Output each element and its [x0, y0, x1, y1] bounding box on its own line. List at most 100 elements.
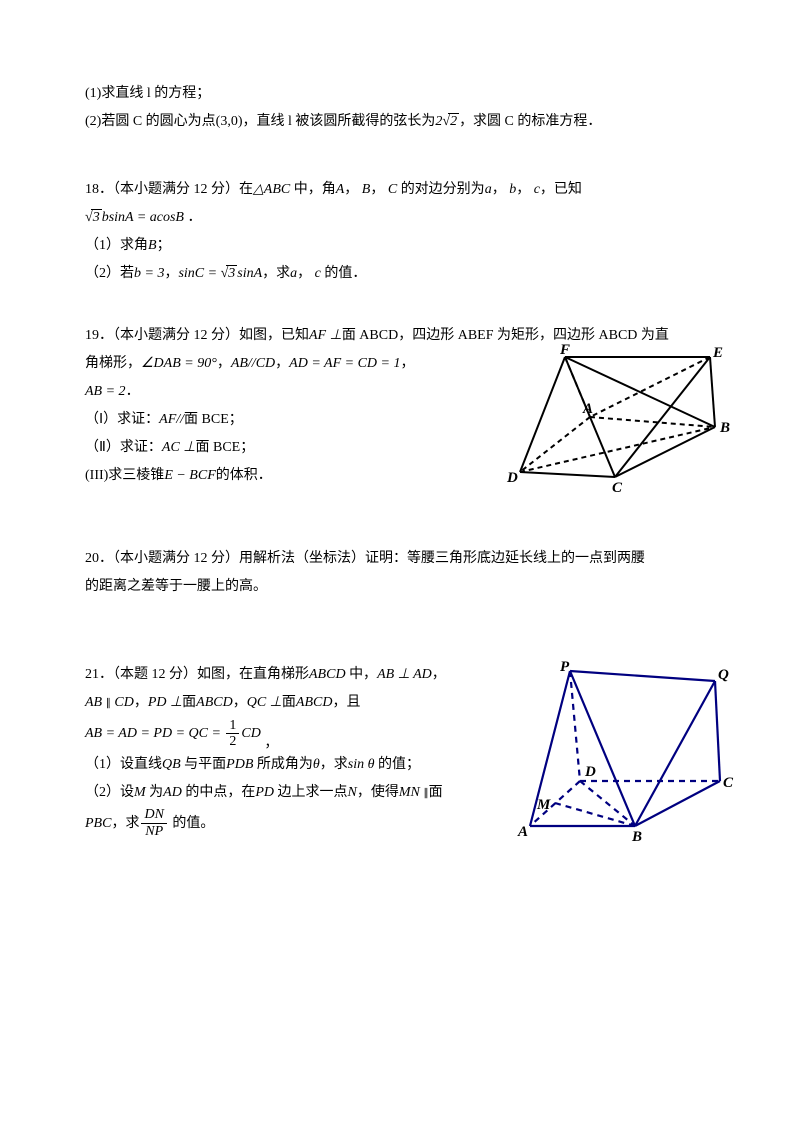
eq: PBC — [85, 816, 111, 831]
t: 的对边分别为 — [397, 182, 485, 197]
eq: sin θ — [348, 757, 375, 772]
eq: AB — [85, 695, 106, 710]
label-B: B — [631, 829, 642, 841]
t: （2）设 — [85, 785, 134, 800]
t: ， — [432, 667, 446, 682]
eq: sinC = — [178, 266, 220, 281]
t: ，求 — [262, 266, 290, 281]
t: 中， — [346, 667, 378, 682]
t: （2）若 — [85, 266, 134, 281]
q18: 18．（本小题满分 12 分）在△ABC 中，角A， B， C 的对边分别为a，… — [85, 176, 715, 288]
t: （1）设直线 — [85, 757, 162, 772]
q18-p2: （2）若b = 3，sinC = √3sinA，求a， c 的值． — [85, 260, 715, 288]
t: ， — [492, 182, 506, 197]
eq: AB//CD — [231, 356, 275, 371]
t: 的值。 — [169, 816, 215, 831]
eq: M — [134, 785, 146, 800]
eq: AB = AD = PD = QC = — [85, 726, 224, 741]
t: 18．（本小题满分 12 分）在 — [85, 182, 253, 197]
t: 角梯形， — [85, 356, 141, 371]
radicand: 2 — [448, 113, 459, 129]
eq: bsinA = acosB — [102, 210, 184, 225]
t: 边上求一点 — [274, 785, 348, 800]
t: ， — [164, 266, 178, 281]
eq: MN — [399, 785, 424, 800]
q19-figure: F E A B D C — [505, 342, 735, 503]
eq: N — [348, 785, 357, 800]
q18-eq: √3bsinA = acosB ． — [85, 204, 715, 232]
t: ， — [134, 695, 148, 710]
eq: b = 3 — [134, 266, 164, 281]
t: ， — [275, 356, 289, 371]
frac-half: 12 — [226, 718, 239, 750]
t: ． — [126, 384, 140, 399]
label-F: F — [559, 342, 570, 358]
eq: AF// — [159, 412, 184, 427]
q20: 20．（本小题满分 12 分）用解析法（坐标法）证明：等腰三角形底边延长线上的一… — [85, 545, 715, 601]
q18-p1: （1）求角B； — [85, 232, 715, 260]
t: 的值； — [375, 757, 421, 772]
t: 面 BCE； — [195, 440, 254, 455]
eq: PDB — [226, 757, 253, 772]
eq: AB ⊥ AD — [377, 667, 432, 682]
label-D: D — [584, 764, 596, 780]
eq: QC ⊥ — [247, 695, 282, 710]
a: a — [485, 182, 492, 197]
t: ，求 — [111, 816, 139, 831]
eq: ABCD — [196, 695, 233, 710]
label-D: D — [506, 470, 518, 486]
page: (1)求直线 l 的方程； (2)若圆 C 的圆心为点(3,0)，直线 l 被该… — [0, 0, 800, 908]
t: 21．（本题 12 分）如图，在直角梯形 — [85, 667, 309, 682]
t: ， — [217, 356, 231, 371]
t: ， — [264, 736, 278, 751]
t: （1）求角 — [85, 238, 148, 253]
eq: PD ⊥ — [148, 695, 182, 710]
coef: 2 — [435, 114, 442, 129]
q20-l1: 20．（本小题满分 12 分）用解析法（坐标法）证明：等腰三角形底边延长线上的一… — [85, 545, 715, 573]
label-E: E — [712, 345, 723, 361]
eq: AB = 2 — [85, 384, 126, 399]
q17-part2-a: (2)若圆 C 的圆心为点(3,0)，直线 l 被该圆所截得的弦长为 — [85, 114, 435, 129]
t: 面 — [429, 785, 443, 800]
t: ， — [233, 695, 247, 710]
eq: CD — [111, 695, 134, 710]
B: B — [148, 238, 157, 253]
q17-part1: (1)求直线 l 的方程； — [85, 80, 715, 108]
sqrt3b: √3 — [221, 260, 238, 288]
sqrt-2root2: 2√2 — [435, 108, 459, 136]
t: ； — [157, 238, 171, 253]
q17-part2-b: ，求圆 C 的标准方程． — [459, 114, 601, 129]
t: （Ⅱ）求证： — [85, 440, 162, 455]
frac-dn-np: DNNP — [141, 807, 166, 839]
q21-figure: P Q D C M A B — [510, 661, 735, 852]
eq: AF ⊥ — [309, 328, 342, 343]
eq: sinA — [237, 266, 262, 281]
label-A: A — [517, 824, 528, 840]
q18-head: 18．（本小题满分 12 分）在△ABC 中，角A， B， C 的对边分别为a，… — [85, 176, 715, 204]
label-B: B — [719, 420, 730, 436]
eq: θ — [313, 757, 320, 772]
eq: ABCD — [309, 667, 346, 682]
t: ，且 — [332, 695, 360, 710]
radicand: 3 — [226, 265, 237, 281]
t: 19．（本小题满分 12 分）如图，已知 — [85, 328, 309, 343]
t: ，求 — [320, 757, 348, 772]
C: C — [388, 182, 397, 197]
num: 1 — [226, 718, 239, 734]
t: ，已知 — [540, 182, 582, 197]
q19: F E A B D C 19．（本小题满分 12 分）如图，已知AF ⊥面 AB… — [85, 322, 715, 490]
t: 面 — [182, 695, 196, 710]
num: DN — [141, 807, 166, 823]
eq: AD — [163, 785, 182, 800]
q17: (1)求直线 l 的方程； (2)若圆 C 的圆心为点(3,0)，直线 l 被该… — [85, 80, 715, 136]
q17-part2: (2)若圆 C 的圆心为点(3,0)，直线 l 被该圆所截得的弦长为2√2，求圆… — [85, 108, 715, 136]
label-M: M — [536, 797, 551, 813]
label-C: C — [723, 775, 734, 791]
t: 的体积． — [216, 468, 272, 483]
t: 的中点，在 — [182, 785, 256, 800]
eq: ABCD — [296, 695, 333, 710]
q20-l2: 的距离之差等于一腰上的高。 — [85, 573, 715, 601]
q21: P Q D C M A B 21．（本题 12 分）如图，在直角梯形ABCD 中… — [85, 661, 715, 840]
eq: AC ⊥ — [162, 440, 196, 455]
t: 所成角为 — [253, 757, 313, 772]
